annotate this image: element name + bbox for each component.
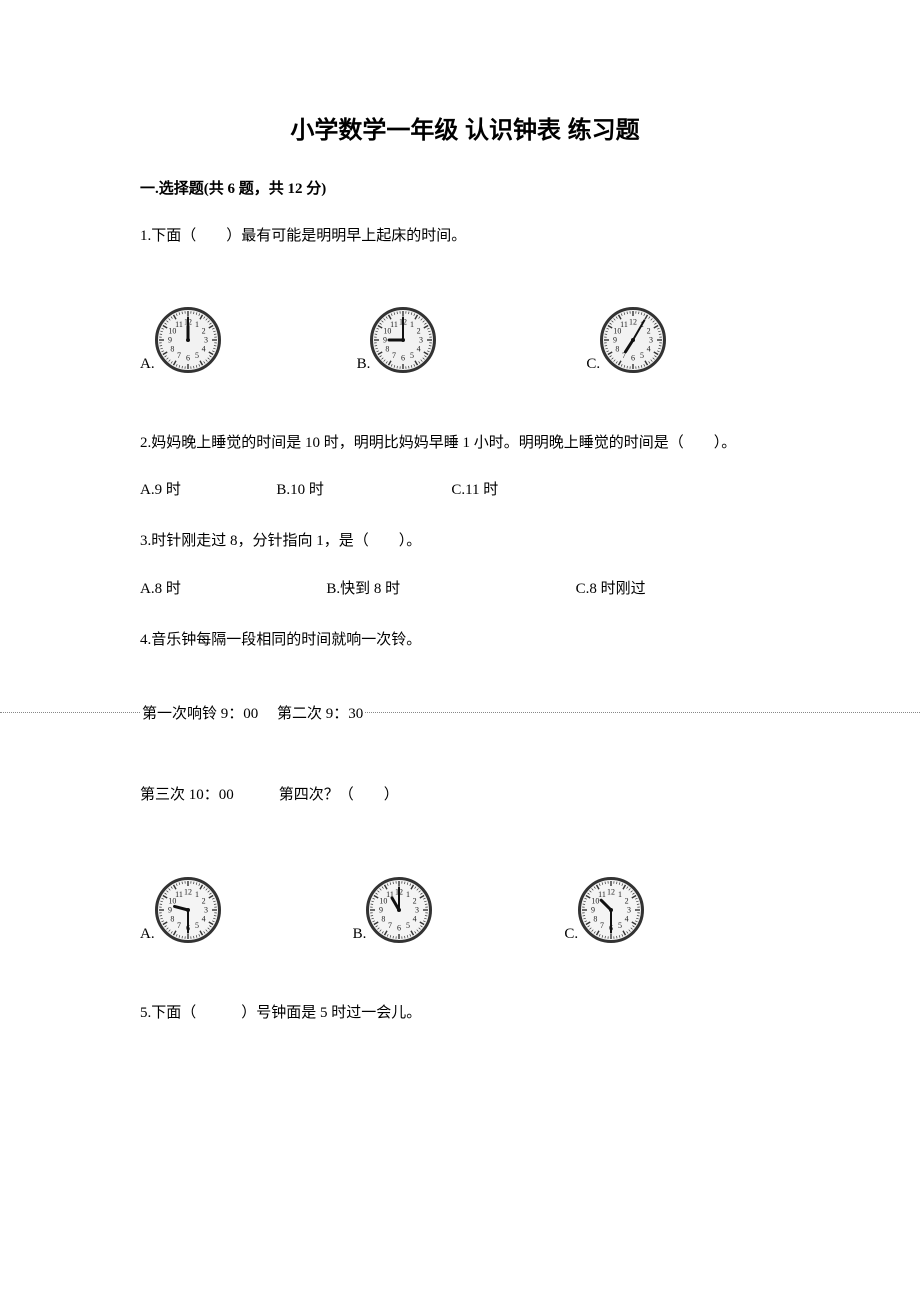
- svg-text:4: 4: [625, 915, 629, 924]
- q1-text: 1.下面（ ）最有可能是明明早上起床的时间。: [140, 222, 790, 251]
- svg-text:3: 3: [649, 335, 653, 344]
- q4-opt-c[interactable]: C. 123456789101112: [564, 877, 644, 943]
- q4-row1: 第一次响铃 9：00 第二次 9：30: [140, 706, 365, 722]
- clock-icon: 123456789101112: [370, 307, 436, 373]
- svg-text:12: 12: [184, 888, 192, 897]
- q3-text: 3.时针刚走过 8，分针指向 1，是（ ）。: [140, 527, 790, 556]
- svg-text:8: 8: [170, 344, 174, 353]
- svg-text:5: 5: [618, 921, 622, 930]
- svg-text:2: 2: [625, 897, 629, 906]
- q1-opt-b-label: B.: [357, 356, 371, 373]
- svg-text:6: 6: [397, 924, 401, 933]
- svg-text:5: 5: [410, 351, 414, 360]
- svg-text:9: 9: [591, 906, 595, 915]
- svg-text:7: 7: [177, 921, 181, 930]
- svg-text:11: 11: [598, 890, 606, 899]
- svg-text:4: 4: [413, 915, 417, 924]
- svg-text:5: 5: [195, 351, 199, 360]
- q1-options: A. 123456789101112 B. 123456789101112 C.…: [140, 307, 790, 373]
- svg-text:3: 3: [204, 906, 208, 915]
- svg-text:3: 3: [415, 906, 419, 915]
- svg-text:4: 4: [201, 915, 205, 924]
- q3-opt-b[interactable]: B.快到 8 时: [326, 574, 400, 604]
- q2-opt-a[interactable]: A.9 时: [140, 475, 181, 505]
- svg-text:4: 4: [647, 344, 651, 353]
- svg-text:7: 7: [388, 921, 392, 930]
- svg-text:6: 6: [401, 353, 405, 362]
- clock-icon: 123456789101112: [578, 877, 644, 943]
- svg-text:6: 6: [631, 353, 635, 362]
- svg-text:9: 9: [379, 906, 383, 915]
- q4-text: 4.音乐钟每隔一段相同的时间就响一次铃。: [140, 626, 790, 655]
- svg-text:8: 8: [386, 344, 390, 353]
- svg-text:7: 7: [392, 351, 396, 360]
- q1-opt-a[interactable]: A. 123456789101112: [140, 307, 221, 373]
- svg-text:4: 4: [201, 344, 205, 353]
- clock-icon: 123456789101112: [155, 877, 221, 943]
- q4-opt-a[interactable]: A. 123456789101112: [140, 877, 221, 943]
- svg-text:2: 2: [413, 897, 417, 906]
- q4-opt-b-label: B.: [353, 926, 367, 943]
- q4-row2: 第三次 10：00 第四次？（ ）: [140, 781, 790, 810]
- svg-text:9: 9: [613, 335, 617, 344]
- svg-text:3: 3: [627, 906, 631, 915]
- svg-text:1: 1: [410, 319, 414, 328]
- svg-text:2: 2: [417, 326, 421, 335]
- svg-text:9: 9: [168, 906, 172, 915]
- page-title: 小学数学一年级 认识钟表 练习题: [140, 110, 790, 145]
- q2-text: 2.妈妈晚上睡觉的时间是 10 时，明明比妈妈早睡 1 小时。明明晚上睡觉的时间…: [140, 429, 790, 458]
- svg-text:2: 2: [647, 326, 651, 335]
- q1-opt-c-label: C.: [586, 356, 600, 373]
- svg-text:3: 3: [419, 335, 423, 344]
- svg-text:9: 9: [383, 335, 387, 344]
- q4-row1-wrap: 第一次响铃 9：00 第二次 9：30: [140, 700, 790, 729]
- svg-text:11: 11: [175, 319, 183, 328]
- clock-icon: 123456789101112: [366, 877, 432, 943]
- svg-text:7: 7: [600, 921, 604, 930]
- svg-text:11: 11: [391, 319, 399, 328]
- svg-text:1: 1: [195, 890, 199, 899]
- svg-text:4: 4: [417, 344, 421, 353]
- svg-text:7: 7: [177, 351, 181, 360]
- svg-text:6: 6: [186, 353, 190, 362]
- svg-text:2: 2: [201, 326, 205, 335]
- clock-icon: 123456789101112: [155, 307, 221, 373]
- svg-text:12: 12: [629, 317, 637, 326]
- svg-text:1: 1: [406, 890, 410, 899]
- q1-opt-a-label: A.: [140, 356, 155, 373]
- svg-text:1: 1: [195, 319, 199, 328]
- q2-opt-b[interactable]: B.10 时: [276, 475, 324, 505]
- svg-text:8: 8: [170, 915, 174, 924]
- svg-text:2: 2: [201, 897, 205, 906]
- svg-text:9: 9: [168, 335, 172, 344]
- svg-text:3: 3: [204, 335, 208, 344]
- q4-opt-a-label: A.: [140, 926, 155, 943]
- dotted-line-icon: [0, 712, 920, 713]
- svg-text:8: 8: [594, 915, 598, 924]
- svg-text:11: 11: [620, 319, 628, 328]
- q3-opt-a[interactable]: A.8 时: [140, 574, 181, 604]
- q4-opt-c-label: C.: [564, 926, 578, 943]
- q2-options: A.9 时 B.10 时 C.11 时: [140, 475, 790, 505]
- q4-opt-b[interactable]: B. 123456789101112: [353, 877, 433, 943]
- q4-options: A. 123456789101112 B. 123456789101112 C.…: [140, 877, 790, 943]
- q3-opt-c[interactable]: C.8 时刚过: [576, 574, 646, 604]
- svg-text:5: 5: [195, 921, 199, 930]
- svg-text:8: 8: [382, 915, 386, 924]
- q1-opt-c[interactable]: C. 123456789101112: [586, 307, 666, 373]
- q3-options: A.8 时 B.快到 8 时 C.8 时刚过: [140, 574, 790, 604]
- svg-text:5: 5: [406, 921, 410, 930]
- svg-text:5: 5: [640, 351, 644, 360]
- q2-opt-c[interactable]: C.11 时: [451, 475, 498, 505]
- section-heading: 一.选择题(共 6 题，共 12 分): [140, 177, 790, 198]
- svg-text:1: 1: [618, 890, 622, 899]
- svg-text:8: 8: [616, 344, 620, 353]
- svg-text:11: 11: [175, 890, 183, 899]
- clock-icon: 123456789101112: [600, 307, 666, 373]
- svg-text:12: 12: [607, 888, 615, 897]
- q1-opt-b[interactable]: B. 123456789101112: [357, 307, 437, 373]
- q5-text: 5.下面（ ）号钟面是 5 时过一会儿。: [140, 999, 790, 1028]
